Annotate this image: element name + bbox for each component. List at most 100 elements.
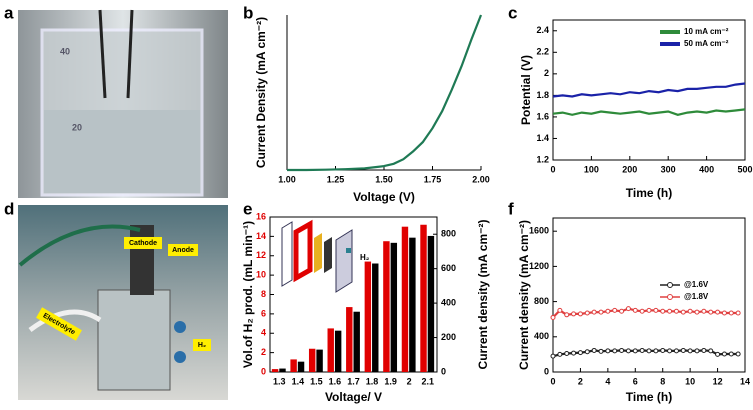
marker bbox=[625, 306, 631, 312]
y-axis-label: Current Density (mA cm⁻²) bbox=[254, 17, 268, 168]
marker bbox=[721, 310, 727, 316]
legend-marker bbox=[667, 282, 673, 288]
tube bbox=[28, 309, 102, 333]
x-tick-label: 1.00 bbox=[278, 174, 296, 184]
x-axis-label: Time (h) bbox=[626, 186, 672, 200]
y2-tick-label: 400 bbox=[441, 297, 456, 307]
marker bbox=[728, 351, 734, 357]
x-tick-label: 10 bbox=[685, 376, 695, 386]
x-axis-label: Time (h) bbox=[626, 390, 672, 404]
marker bbox=[735, 310, 741, 316]
panel-label: a bbox=[4, 3, 14, 22]
plate bbox=[324, 237, 332, 273]
legend-label: 50 mA cm⁻² bbox=[684, 39, 729, 48]
x-tick-label: 14 bbox=[740, 376, 750, 386]
marker bbox=[715, 309, 721, 315]
x-tick-label: 4 bbox=[605, 376, 610, 386]
marker bbox=[612, 307, 618, 313]
plate bbox=[281, 221, 293, 287]
marker bbox=[653, 307, 659, 313]
x-tick-label: 1.50 bbox=[375, 174, 393, 184]
panel-label: d bbox=[4, 199, 14, 218]
y-tick-label: 1.2 bbox=[536, 154, 549, 164]
y-tick-label: 10 bbox=[256, 270, 266, 280]
bar bbox=[308, 348, 316, 372]
bar bbox=[409, 237, 416, 372]
label-box bbox=[124, 237, 162, 249]
marker bbox=[605, 308, 611, 314]
marker bbox=[673, 308, 679, 314]
y-tick-label: 2.4 bbox=[536, 25, 549, 35]
marker bbox=[694, 348, 700, 354]
y-tick-label: 0 bbox=[544, 366, 549, 376]
x-tick-label: 500 bbox=[737, 164, 752, 174]
legend-label: 10 mA cm⁻² bbox=[684, 27, 729, 36]
x-tick-label: 8 bbox=[660, 376, 665, 386]
photo-text: Cathode bbox=[129, 240, 157, 247]
y-tick-label: 1.6 bbox=[536, 111, 549, 121]
marker bbox=[646, 348, 652, 354]
y-tick-label: 1.8 bbox=[536, 90, 549, 100]
plate bbox=[293, 219, 313, 283]
bar bbox=[327, 328, 334, 372]
panel-label: c bbox=[508, 3, 517, 22]
marker bbox=[584, 349, 590, 355]
marker bbox=[577, 350, 583, 356]
marker bbox=[660, 347, 666, 353]
y-tick-label: 800 bbox=[534, 296, 549, 306]
marker bbox=[694, 309, 700, 315]
electrode bbox=[126, 9, 134, 99]
panel-label: f bbox=[508, 199, 514, 218]
bar bbox=[353, 311, 360, 372]
x-tick-label: 1.25 bbox=[327, 174, 345, 184]
y-tick-label: 4 bbox=[261, 328, 266, 338]
panel-label: e bbox=[243, 199, 252, 218]
y2-axis-label: Current density (mA cm⁻²) bbox=[476, 220, 490, 370]
device-top bbox=[130, 225, 154, 295]
x-axis-label: Voltage (V) bbox=[353, 190, 415, 204]
x-tick-label: 1.6 bbox=[329, 376, 342, 386]
x-tick-label: 6 bbox=[633, 376, 638, 386]
marker bbox=[639, 308, 645, 314]
marker bbox=[673, 348, 679, 354]
legend-label: @1.6V bbox=[684, 280, 709, 289]
marker bbox=[735, 351, 741, 357]
y-tick-label: 2 bbox=[544, 68, 549, 78]
plot-frame bbox=[552, 217, 746, 373]
marker bbox=[667, 348, 673, 354]
y-tick-label: 0 bbox=[261, 366, 266, 376]
marker bbox=[667, 308, 673, 314]
marker bbox=[619, 308, 625, 314]
label-box bbox=[193, 339, 211, 351]
marker bbox=[701, 347, 707, 353]
marker bbox=[591, 347, 597, 353]
marker bbox=[701, 308, 707, 314]
bar bbox=[372, 263, 379, 372]
device bbox=[97, 289, 171, 391]
electrode bbox=[98, 9, 107, 99]
marker bbox=[632, 348, 638, 354]
y-axis-label: Current density (mA cm⁻²) bbox=[517, 220, 531, 370]
bar bbox=[427, 235, 435, 372]
x-tick-label: 1.5 bbox=[310, 376, 323, 386]
y-tick-label: 2.2 bbox=[536, 47, 549, 57]
x-tick-label: 400 bbox=[699, 164, 714, 174]
photo-text: Anode bbox=[172, 247, 194, 254]
photo-a: 40 20 bbox=[18, 9, 228, 198]
y-axis-label: Potential (V) bbox=[519, 55, 533, 125]
marker bbox=[571, 311, 577, 317]
bar bbox=[346, 307, 353, 372]
x-tick-label: 1.8 bbox=[366, 376, 379, 386]
marker bbox=[715, 351, 721, 357]
marker bbox=[612, 348, 618, 354]
x-tick-label: 300 bbox=[661, 164, 676, 174]
plot-frame bbox=[552, 19, 746, 161]
marker bbox=[639, 347, 645, 353]
marker bbox=[550, 314, 556, 320]
x-tick-label: 2 bbox=[578, 376, 583, 386]
x-tick-label: 1.9 bbox=[384, 376, 397, 386]
y-tick-label: 1600 bbox=[529, 226, 549, 236]
bar bbox=[383, 241, 390, 372]
photo-d: Cathode Anode Electrolyte H₂ bbox=[18, 205, 228, 400]
